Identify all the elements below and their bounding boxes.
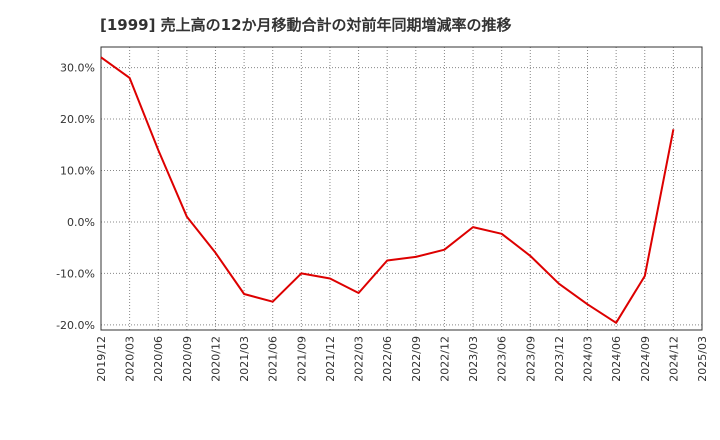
x-tick-label: 2021/12: [324, 336, 337, 382]
x-tick-label: 2025/03: [696, 336, 709, 382]
y-tick-label: 30.0%: [60, 62, 95, 75]
x-tick-label: 2020/12: [209, 336, 222, 382]
x-tick-label: 2024/06: [610, 336, 623, 382]
x-tick-label: 2022/03: [353, 336, 366, 382]
x-tick-label: 2020/09: [181, 336, 194, 382]
x-tick-label: 2024/12: [667, 336, 680, 382]
x-tick-label: 2023/06: [496, 336, 509, 382]
x-tick-label: 2021/06: [267, 336, 280, 382]
x-axis: 2019/12 2020/03 2020/06 2020/09 2020/12 2021/…: [95, 336, 709, 382]
x-tick-label: 2021/03: [238, 336, 251, 382]
y-tick-label: -10.0%: [56, 267, 95, 280]
x-tick-label: 2023/03: [467, 336, 480, 382]
x-tick-label: 2021/09: [295, 336, 308, 382]
x-tick-label: 2024/03: [582, 336, 595, 382]
x-tick-label: 2023/12: [553, 336, 566, 382]
chart-title: [1999] 売上高の12か月移動合計の対前年同期増減率の推移: [100, 16, 512, 34]
y-tick-label: -20.0%: [56, 319, 95, 332]
x-tick-label: 2023/09: [524, 336, 537, 382]
x-tick-label: 2019/12: [95, 336, 108, 382]
y-tick-label: 0.0%: [67, 216, 95, 229]
x-tick-label: 2024/09: [639, 336, 652, 382]
plot-frame: [100, 46, 703, 331]
y-axis: 30.0% 20.0% 10.0% 0.0% -10.0% -20.0%: [56, 62, 95, 332]
x-tick-label: 2020/03: [124, 336, 137, 382]
y-tick-label: 10.0%: [60, 164, 95, 177]
y-tick-label: 20.0%: [60, 113, 95, 126]
x-tick-label: 2020/06: [152, 336, 165, 382]
series-line: [100, 56, 675, 324]
x-tick-label: 2022/06: [381, 336, 394, 382]
x-tick-label: 2022/09: [410, 336, 423, 382]
x-tick-label: 2022/12: [438, 336, 451, 382]
series-layer: [100, 56, 675, 324]
grid-lines: [101, 47, 702, 330]
